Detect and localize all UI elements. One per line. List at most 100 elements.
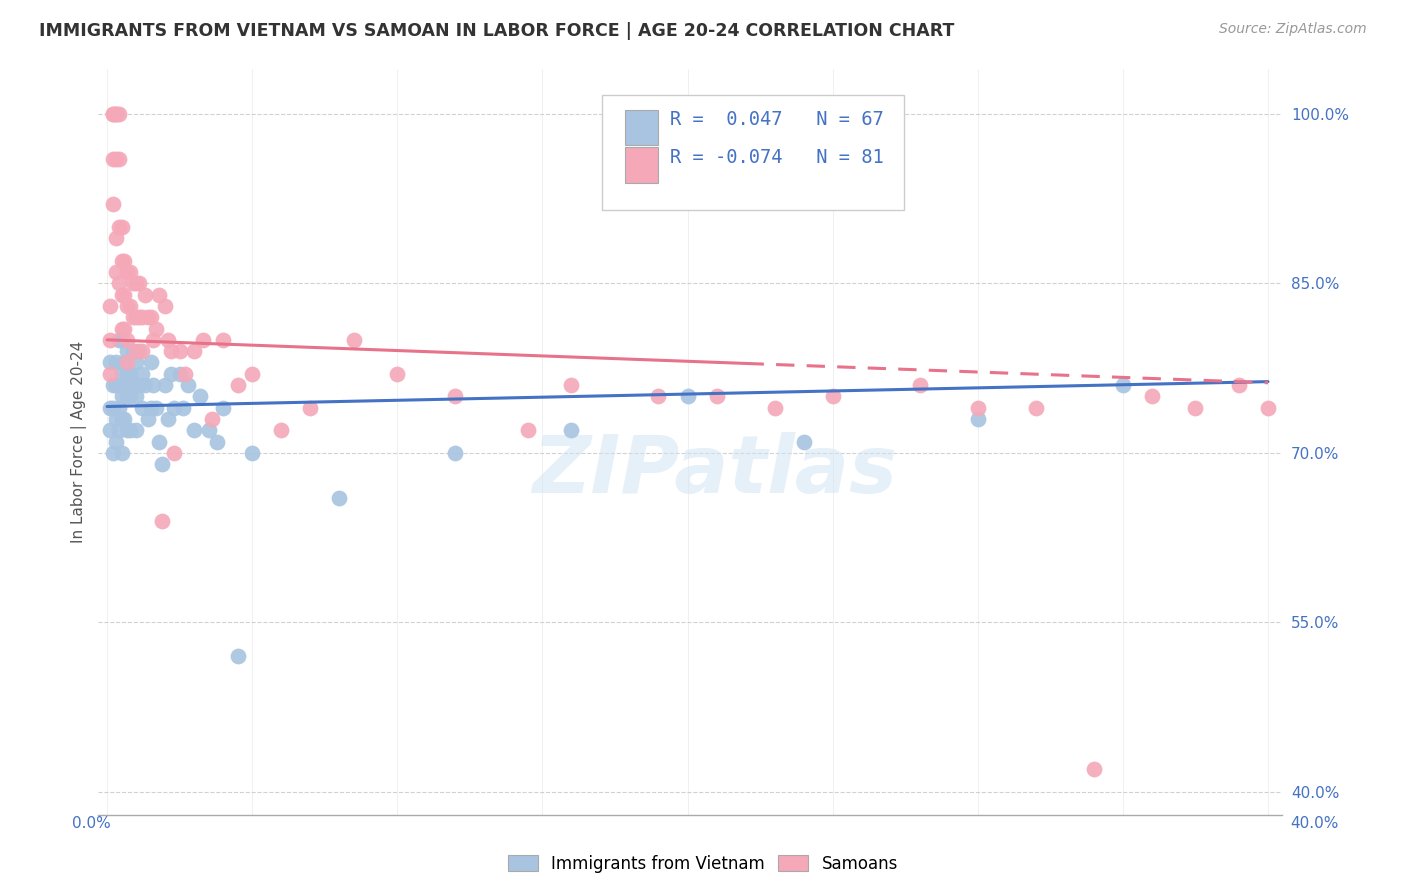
Point [110,219,132,234]
Point [98,423,121,437]
Point [98,367,121,381]
Point [131,367,153,381]
Point [101,107,124,121]
Point [793,434,815,449]
Point [160,367,183,381]
Point [1257,401,1279,415]
Point [117,423,139,437]
Point [134,378,156,392]
Point [101,401,124,415]
Point [139,310,162,325]
Point [1140,389,1163,403]
Point [153,299,176,313]
Point [107,219,129,234]
Point [120,265,142,279]
Point [212,333,235,347]
Y-axis label: In Labor Force | Age 20-24: In Labor Force | Age 20-24 [72,341,87,542]
Point [1112,378,1135,392]
Point [156,333,179,347]
Point [207,434,229,449]
Text: 0.0%: 0.0% [72,816,111,831]
Point [104,265,127,279]
Point [163,401,186,415]
Point [110,446,132,460]
Point [107,277,129,291]
Point [110,389,132,403]
Point [139,355,162,369]
Point [174,367,197,381]
Point [117,355,139,369]
Text: 40.0%: 40.0% [1291,816,1339,831]
Point [240,367,263,381]
Point [98,299,121,313]
Point [1083,762,1105,776]
Point [114,287,136,301]
Point [387,367,409,381]
Point [117,344,139,359]
Point [647,389,669,403]
Point [122,378,145,392]
Point [110,287,132,301]
Point [107,423,129,437]
Point [183,344,205,359]
Point [104,231,127,245]
Point [101,378,124,392]
Point [270,423,292,437]
Point [104,152,127,166]
Point [131,310,153,325]
Point [107,401,129,415]
Point [107,333,129,347]
Point [110,321,132,335]
Point [101,107,124,121]
Point [1372,412,1395,426]
Text: R = -0.074   N = 81: R = -0.074 N = 81 [671,148,884,167]
Point [212,401,235,415]
Point [104,378,127,392]
Point [110,253,132,268]
Point [145,321,167,335]
Point [444,446,467,460]
Point [98,333,121,347]
Point [107,107,129,121]
Point [98,355,121,369]
Point [117,265,139,279]
Legend: Immigrants from Vietnam, Samoans: Immigrants from Vietnam, Samoans [502,848,904,880]
Point [120,367,142,381]
Point [131,401,153,415]
Point [560,423,582,437]
Point [1315,412,1337,426]
Point [128,378,150,392]
Point [125,355,148,369]
Point [328,491,350,505]
Point [114,378,136,392]
Point [128,344,150,359]
Point [1025,401,1047,415]
Point [763,401,786,415]
Point [139,401,162,415]
Bar [626,147,658,183]
Point [136,310,159,325]
Point [120,299,142,313]
Point [676,389,699,403]
Point [560,378,582,392]
Point [1184,401,1206,415]
Point [299,401,322,415]
Point [107,378,129,392]
Point [188,389,211,403]
Text: IMMIGRANTS FROM VIETNAM VS SAMOAN IN LABOR FORCE | AGE 20-24 CORRELATION CHART: IMMIGRANTS FROM VIETNAM VS SAMOAN IN LAB… [39,22,955,40]
Point [104,434,127,449]
Point [122,344,145,359]
Point [177,378,200,392]
Point [150,457,173,471]
Point [169,367,191,381]
Point [821,389,844,403]
Point [101,197,124,211]
Point [200,412,222,426]
Point [240,446,263,460]
Point [101,446,124,460]
Point [150,514,173,528]
Point [163,446,186,460]
Point [114,355,136,369]
Point [145,401,167,415]
FancyBboxPatch shape [602,95,904,211]
